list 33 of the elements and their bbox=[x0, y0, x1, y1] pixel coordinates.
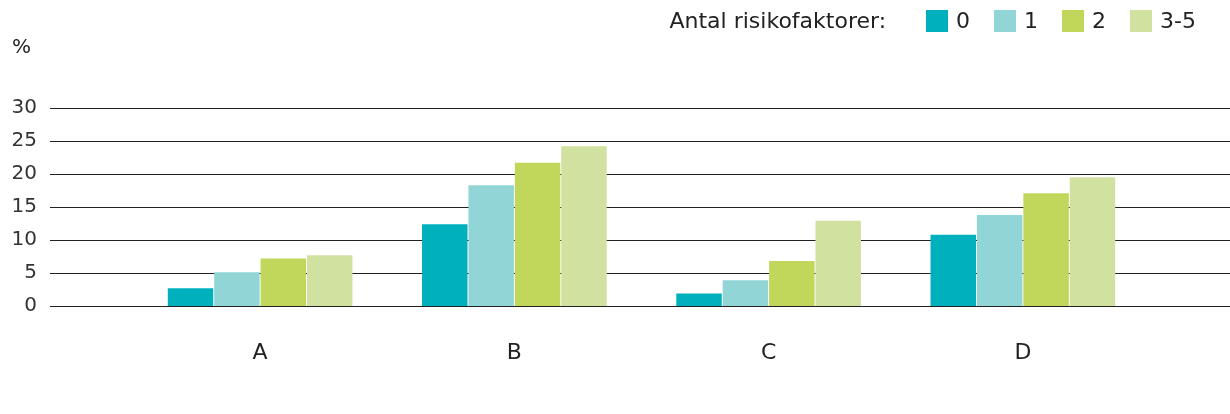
bar bbox=[769, 261, 815, 306]
y-tick-label: 30 bbox=[11, 94, 37, 119]
legend-label: 3-5 bbox=[1160, 8, 1196, 33]
bar bbox=[722, 280, 769, 306]
bar bbox=[514, 162, 561, 306]
bar bbox=[306, 255, 353, 306]
bar bbox=[930, 234, 977, 306]
y-tick-label: 15 bbox=[11, 193, 37, 218]
bar bbox=[676, 293, 722, 306]
bar bbox=[167, 288, 214, 306]
bar bbox=[422, 224, 468, 306]
bar bbox=[815, 220, 861, 306]
y-tick-label: 10 bbox=[11, 226, 37, 251]
bar bbox=[260, 258, 307, 306]
bar bbox=[214, 272, 260, 306]
bar bbox=[976, 214, 1023, 306]
y-tick-label: 0 bbox=[24, 292, 37, 317]
y-tick-label: 5 bbox=[24, 259, 37, 284]
bar bbox=[1023, 193, 1069, 306]
x-tick-label: B bbox=[506, 338, 522, 364]
legend-label: 2 bbox=[1092, 8, 1107, 33]
legend-title: Antal risikofaktorer: bbox=[669, 8, 887, 33]
y-tick-label: 20 bbox=[11, 160, 37, 185]
y-axis-title: % bbox=[12, 34, 32, 59]
bar bbox=[1069, 177, 1116, 306]
x-tick-label: C bbox=[760, 338, 777, 364]
y-tick-label: 25 bbox=[11, 127, 37, 152]
bar bbox=[561, 146, 607, 306]
x-tick-label: D bbox=[1014, 338, 1032, 364]
legend-label: 1 bbox=[1024, 8, 1039, 33]
bar bbox=[468, 185, 514, 306]
x-tick-label: A bbox=[252, 338, 268, 364]
legend-label: 0 bbox=[956, 8, 971, 33]
